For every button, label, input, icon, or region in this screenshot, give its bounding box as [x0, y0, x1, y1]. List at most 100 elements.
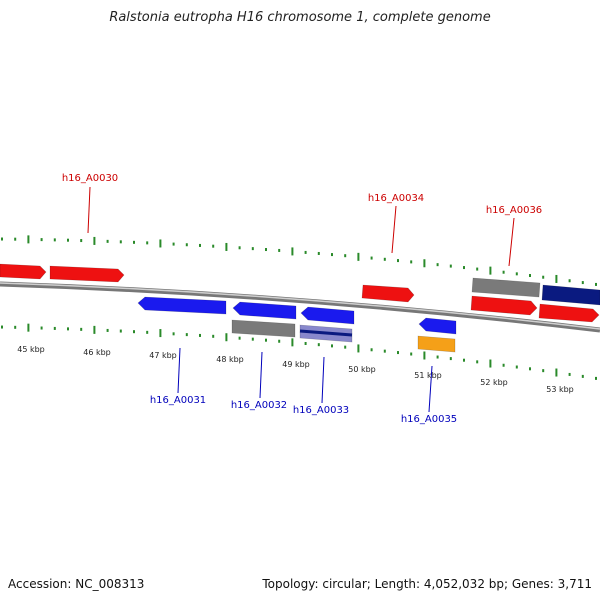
scale-tick-label: 49 kbp [282, 360, 310, 369]
tick-mark [133, 240, 135, 244]
tick-mark [317, 251, 320, 255]
feature-arrow-reverse[interactable] [232, 301, 297, 320]
tick-mark [489, 266, 492, 275]
gene-label[interactable]: h16_A0035 [401, 414, 457, 425]
feature-arrow-reverse[interactable] [418, 317, 457, 335]
feature-arrow-forward[interactable] [538, 303, 600, 323]
scale-tick-label: 45 kbp [17, 345, 45, 354]
tick-mark [225, 242, 228, 251]
tick-mark [93, 236, 96, 245]
tick-mark [595, 376, 597, 380]
tick-mark [291, 247, 294, 256]
tick-mark [146, 330, 149, 334]
tick-mark [278, 248, 281, 252]
tick-mark [14, 325, 17, 329]
tick-mark [489, 359, 492, 368]
tick-mark [529, 367, 531, 371]
gene-label[interactable]: h16_A0036 [486, 205, 542, 216]
tick-mark [159, 329, 162, 338]
tick-mark [185, 333, 188, 337]
tick-mark [172, 332, 175, 336]
tick-mark [370, 256, 373, 260]
tick-mark [463, 358, 465, 362]
scale-tick-label: 48 kbp [216, 355, 244, 364]
tick-mark [106, 328, 109, 332]
tick-mark [172, 242, 175, 246]
gene-label[interactable]: h16_A0034 [368, 193, 424, 204]
tick-mark [199, 333, 201, 337]
tick-mark [423, 351, 426, 360]
feature-block-orange[interactable] [417, 335, 456, 353]
inner-tick-row [1, 323, 597, 380]
tick-mark [515, 365, 518, 369]
tick-mark [185, 243, 188, 247]
tick-mark [449, 357, 452, 361]
gene-label[interactable]: h16_A0031 [150, 395, 206, 406]
tick-mark [463, 266, 465, 270]
tick-mark [542, 275, 545, 279]
feature-arrow-reverse[interactable] [137, 296, 227, 315]
gene-label[interactable]: h16_A0030 [62, 173, 118, 184]
tick-mark [40, 238, 43, 242]
scale-tick-label: 51 kbp [414, 371, 442, 380]
tick-mark [212, 334, 215, 338]
scale-labels: 45 kbp 46 kbp 47 kbp 48 kbp 49 kbp 50 kb… [17, 345, 574, 394]
tick-mark [344, 345, 347, 349]
tick-mark [251, 247, 254, 251]
tick-mark [436, 355, 439, 359]
tick-mark [27, 235, 30, 244]
tick-mark [304, 341, 307, 345]
feature-arrow-forward[interactable] [470, 295, 538, 316]
gene-label[interactable]: h16_A0033 [293, 405, 349, 416]
tick-mark [238, 246, 241, 250]
tick-mark [119, 329, 122, 333]
tick-mark [449, 264, 452, 268]
feature-block-navy[interactable] [541, 284, 600, 306]
accession-text: Accession: NC_008313 [8, 577, 145, 591]
tick-mark [476, 267, 479, 271]
tick-mark [40, 326, 43, 330]
feature-arrow-forward[interactable] [49, 265, 125, 283]
feature-block-gray[interactable] [471, 277, 541, 298]
outer-tick-row [1, 235, 597, 286]
gene-labels: h16_A0030 h16_A0034 h16_A0036 h16_A0031 … [62, 173, 542, 425]
genome-summary-text: Topology: circular; Length: 4,052,032 bp… [262, 577, 592, 591]
tick-mark [317, 343, 320, 347]
chromosome-backbone [0, 281, 600, 333]
scale-tick-label: 47 kbp [149, 351, 177, 360]
tick-mark [53, 238, 56, 242]
tick-mark [568, 279, 571, 283]
feature-arrow-forward[interactable] [0, 263, 47, 280]
tick-mark [370, 348, 373, 352]
tick-mark [383, 349, 386, 353]
feature-arrow-reverse[interactable] [300, 306, 355, 325]
tick-mark [476, 360, 479, 364]
tick-mark [331, 344, 333, 348]
scale-tick-label: 53 kbp [546, 385, 574, 394]
tick-mark [357, 252, 360, 261]
gene-label[interactable]: h16_A0032 [231, 400, 287, 411]
tick-mark [542, 369, 545, 373]
tick-mark [27, 323, 30, 332]
tick-mark [410, 352, 413, 356]
tick-mark [581, 281, 584, 285]
tick-mark [397, 259, 399, 263]
tick-mark [53, 326, 56, 330]
feature-arrow-forward[interactable] [361, 284, 415, 303]
tick-mark [133, 330, 135, 334]
tick-mark [238, 336, 241, 340]
tick-mark [106, 239, 109, 243]
feature-block-gray[interactable] [231, 319, 296, 338]
tick-mark [80, 239, 83, 243]
tick-mark [397, 351, 399, 355]
tick-mark [568, 372, 571, 376]
tick-mark [502, 363, 505, 367]
tick-mark [278, 339, 281, 343]
tick-mark [1, 237, 3, 241]
tick-mark [331, 253, 333, 257]
tick-mark [502, 270, 505, 274]
scale-tick-label: 52 kbp [480, 378, 508, 387]
tick-mark [357, 344, 360, 353]
tick-mark [67, 327, 69, 331]
